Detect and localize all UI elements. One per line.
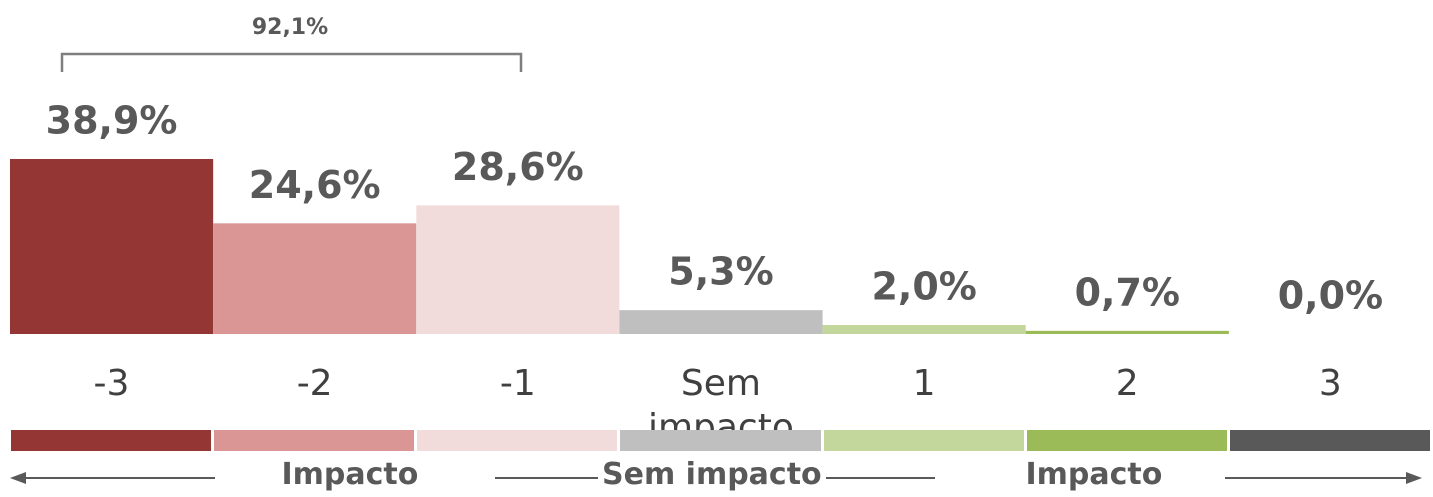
color-strip — [214, 430, 415, 451]
color-strip — [1026, 430, 1227, 451]
x-tick-label: -1 — [499, 363, 536, 404]
value-label: 28,6% — [452, 145, 584, 189]
value-label: 0,0% — [1278, 274, 1383, 318]
value-label: 5,3% — [668, 250, 773, 294]
bar — [619, 310, 823, 334]
scale-label: Impacto — [1021, 455, 1167, 495]
bar — [10, 159, 214, 334]
color-strip — [823, 430, 1024, 451]
scale-label: Impacto — [277, 455, 423, 495]
color-strip — [1229, 430, 1430, 451]
color-strip — [417, 430, 618, 451]
value-label: 38,9% — [46, 99, 178, 143]
value-label: 0,7% — [1075, 270, 1180, 314]
color-strip — [620, 430, 821, 451]
x-tick-label: 2 — [1115, 363, 1139, 404]
value-label: 2,0% — [871, 265, 976, 309]
x-tick-label: 3 — [1318, 363, 1342, 404]
bracket — [60, 52, 523, 72]
bar — [416, 205, 620, 334]
scale-label: Sem impacto — [598, 455, 826, 495]
bar — [1025, 330, 1229, 334]
x-tick-label: 1 — [912, 363, 936, 404]
bar — [213, 223, 417, 334]
annotation: 92,1% — [252, 15, 328, 40]
x-tick-label: -3 — [93, 363, 130, 404]
x-tick-label: -2 — [296, 363, 333, 404]
value-label: 24,6% — [249, 163, 381, 207]
bar — [822, 325, 1026, 334]
color-strip — [11, 430, 212, 451]
